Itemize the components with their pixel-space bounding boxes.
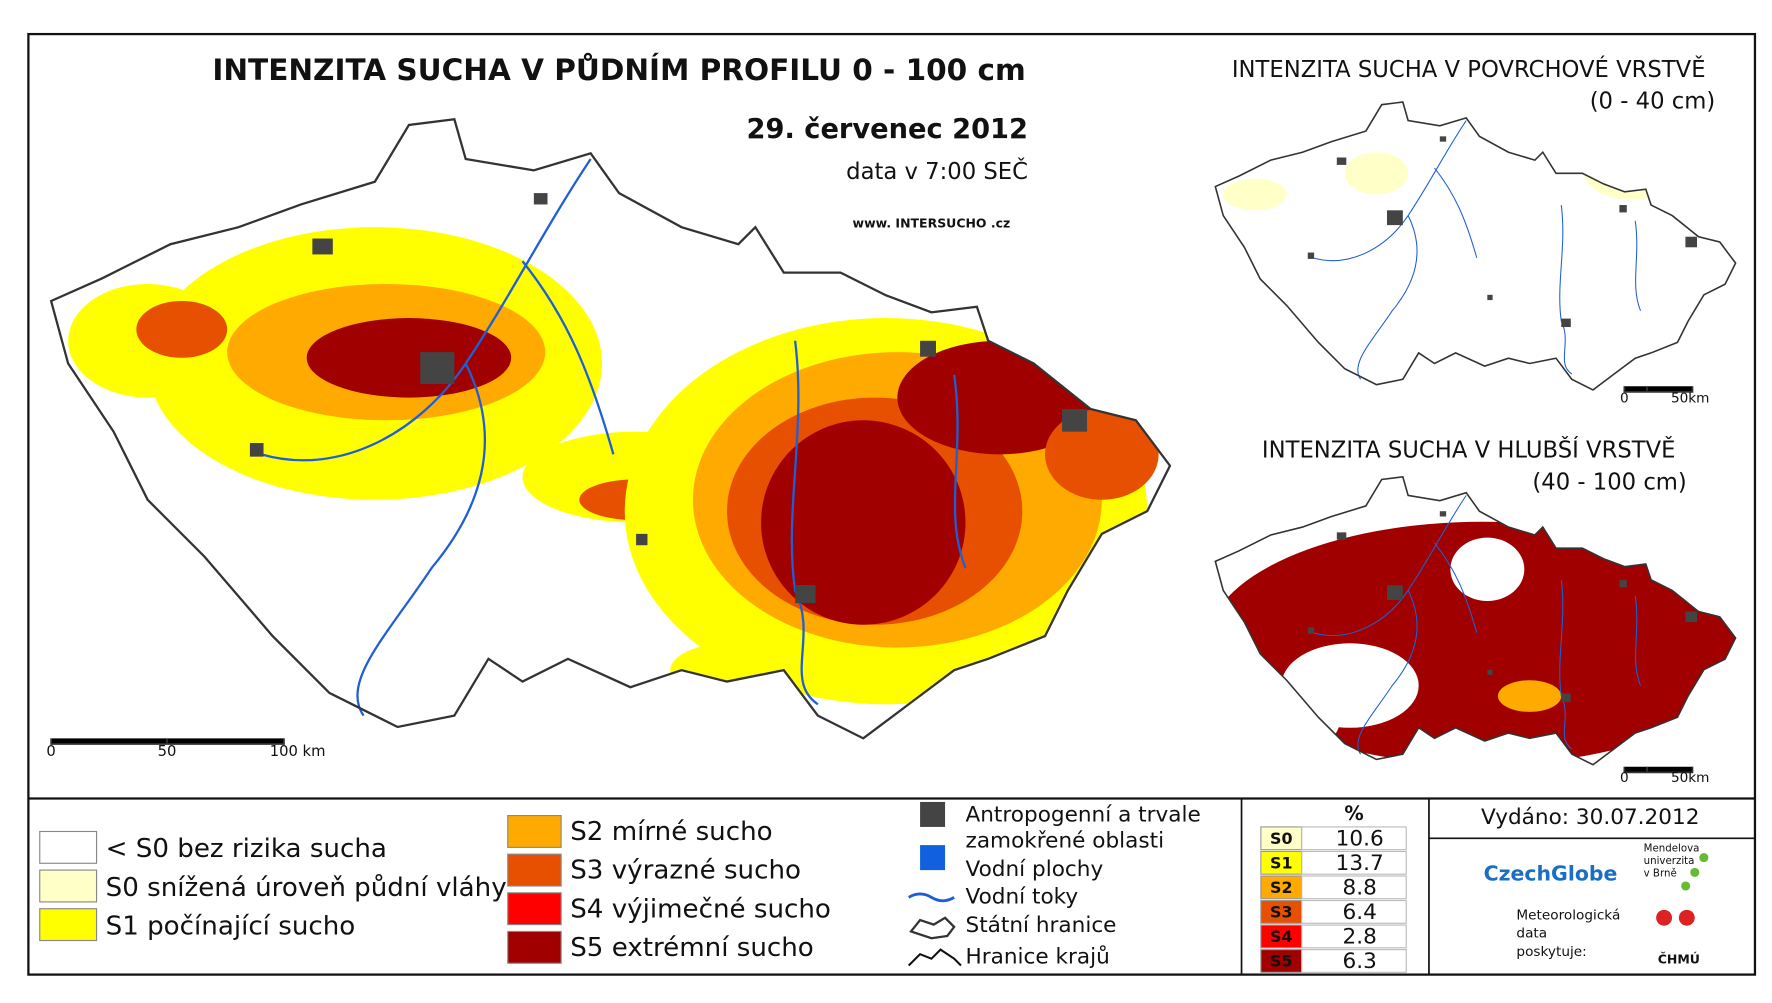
meteo-note: poskytuje:: [1516, 944, 1586, 960]
scale-bars: [50, 386, 1694, 774]
symbol-label: zamokřené oblasti: [966, 829, 1165, 854]
meteo-note: Meteorologická: [1516, 908, 1620, 924]
legend-label: S4 výjimečné sucho: [570, 894, 831, 924]
symbol-icons: [907, 801, 1709, 967]
scale-label: 50km: [1671, 391, 1710, 407]
table-class: S5: [1270, 952, 1293, 971]
bottom-subtitle: (40 - 100 cm): [1532, 469, 1686, 495]
table-value: 2.8: [1343, 925, 1377, 950]
website: www. INTERSUCHO .cz: [853, 215, 1011, 230]
table-header: %: [1344, 802, 1363, 825]
mendel-logo: v Brně: [1644, 868, 1677, 880]
mendel-logo: Mendelova: [1644, 844, 1700, 855]
legend-swatch: [507, 853, 562, 887]
scale-label: 0: [46, 743, 55, 760]
table-class: S4: [1270, 927, 1293, 946]
table-value: 13.7: [1336, 851, 1384, 876]
symbol-label: Antropogenní a trvale: [966, 803, 1201, 828]
main-map: [49, 118, 1172, 740]
table-value-cell: [1301, 924, 1407, 949]
legend-label: S5 extrémní sucho: [570, 933, 814, 963]
scale-label: 50: [158, 743, 177, 760]
table-value-cell: [1301, 899, 1407, 924]
table-value: 6.4: [1343, 900, 1377, 925]
table-value: 10.6: [1336, 826, 1384, 851]
table-value-cell: [1301, 949, 1407, 973]
legend-swatch: [507, 815, 562, 848]
table-value-cell: [1301, 875, 1407, 900]
issued: Vydáno: 30.07.2012: [1481, 805, 1699, 830]
date: 29. červenec 2012: [747, 114, 1028, 145]
note: data v 7:00 SEČ: [846, 157, 1028, 185]
legend-swatch: [39, 869, 98, 903]
legend-swatch: [507, 892, 562, 926]
table-value: 8.8: [1343, 876, 1377, 901]
bottom-map: [1214, 476, 1737, 766]
table-class: S2: [1270, 878, 1293, 897]
legend-label: S3 výrazné sucho: [570, 856, 801, 886]
table-class: S0: [1270, 829, 1293, 848]
table-value: 6.3: [1343, 949, 1377, 974]
table-class: S1: [1270, 853, 1293, 872]
scale-label: 50km: [1671, 770, 1710, 786]
top-subtitle: (0 - 40 cm): [1590, 89, 1716, 115]
table-class: S3: [1270, 903, 1293, 922]
top-title: INTENZITA SUCHA V POVRCHOVÉ VRSTVĚ: [1232, 55, 1706, 83]
legend-swatch: [39, 908, 98, 942]
legend-label: S1 počínající sucho: [106, 911, 356, 941]
table-value-cell: [1301, 826, 1407, 851]
scale-label: 0: [1620, 770, 1629, 786]
symbol-label: Státní hranice: [966, 913, 1117, 938]
scale-label: 100 km: [270, 743, 326, 760]
chmu-logo: ČHMÚ: [1658, 951, 1700, 966]
bottom-title: INTENZITA SUCHA V HLUBŠÍ VRSTVĚ: [1262, 435, 1676, 463]
table-value-cell: [1301, 850, 1407, 875]
scale-label: 0: [1620, 391, 1629, 407]
legend-label: S0 snížená úroveň půdní vláhy: [106, 873, 507, 903]
legend-swatch: [507, 930, 562, 964]
symbol-label: Vodní toky: [966, 884, 1079, 909]
mendel-logo: univerzita: [1644, 856, 1695, 867]
legend-label: S2 mírné sucho: [570, 817, 772, 847]
main-title: INTENZITA SUCHA V PŮDNÍM PROFILU 0 - 100…: [212, 51, 1025, 87]
legend-label: < S0 bez rizika sucha: [106, 834, 387, 864]
legend-swatch: [39, 830, 98, 864]
symbol-label: Vodní plochy: [966, 857, 1104, 882]
czechglobe-logo: CzechGlobe: [1484, 862, 1618, 886]
meteo-note: data: [1516, 926, 1547, 942]
symbol-label: Hranice krajů: [966, 945, 1110, 970]
